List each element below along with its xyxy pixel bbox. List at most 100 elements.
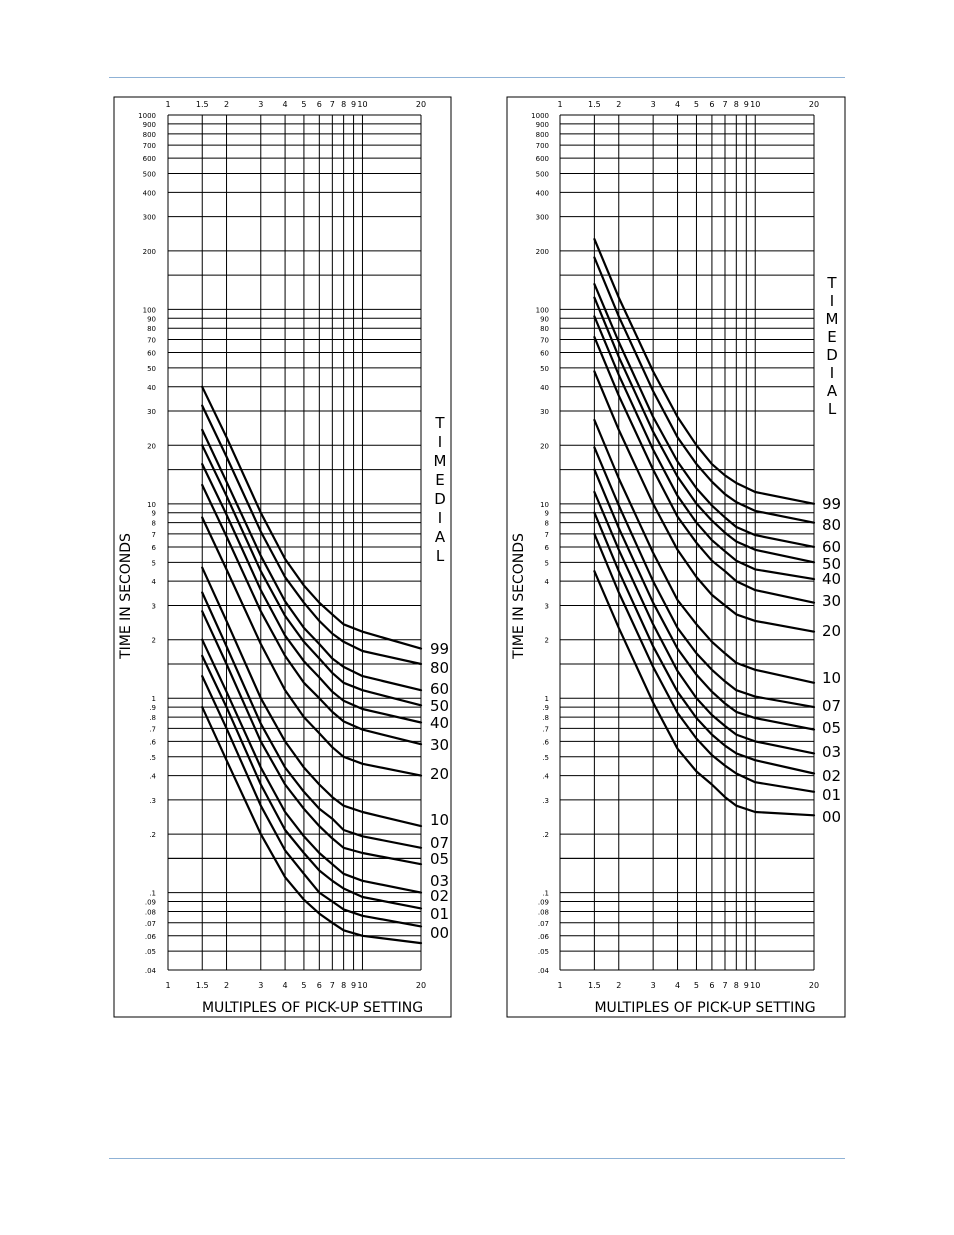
y-tick-label: 200	[143, 248, 156, 256]
y-tick-label: 7	[545, 531, 549, 539]
y-tick-label: .3	[542, 797, 549, 805]
x-tick-label-top: 6	[709, 100, 714, 109]
x-tick-label-top: 9	[744, 100, 749, 109]
y-tick-label: 10	[540, 501, 549, 509]
series-label-50: 50	[822, 555, 841, 573]
y-tick-label: 200	[536, 248, 549, 256]
y-tick-label: 20	[147, 442, 156, 450]
y-tick-label: .04	[538, 967, 550, 975]
y-tick-label: 8	[545, 520, 549, 528]
y-tick-label: .8	[542, 714, 549, 722]
legend-title-letter: I	[830, 292, 834, 310]
series-label-07: 07	[822, 697, 841, 715]
x-tick-label-top: 1	[165, 100, 170, 109]
y-tick-label: .09	[145, 899, 156, 907]
x-tick-label-top: 7	[330, 100, 335, 109]
curve-timedial-03	[593, 490, 816, 755]
x-tick-label-top: 9	[351, 100, 356, 109]
x-tick-label-bottom: 20	[416, 981, 426, 990]
x-tick-label-bottom: 9	[351, 981, 356, 990]
x-gridlines	[167, 115, 422, 970]
series-label-01: 01	[822, 786, 841, 804]
y-tick-label: 8	[152, 520, 156, 528]
y-tick-label: 40	[540, 384, 549, 392]
legend-title-letter: I	[438, 433, 442, 451]
series-label-50: 50	[430, 697, 449, 715]
series-label-20: 20	[822, 622, 841, 640]
x-tick-label-top: 8	[341, 100, 346, 109]
y-tick-label: 500	[143, 171, 156, 179]
legend-title-letter: E	[435, 471, 444, 489]
y-tick-label: .8	[149, 714, 156, 722]
legend-title-letter: A	[435, 528, 446, 546]
y-tick-label: .06	[145, 933, 157, 941]
y-tick-label: 500	[536, 171, 549, 179]
y-tick-label: .05	[538, 948, 549, 956]
curves	[593, 238, 816, 817]
y-tick-label: .2	[149, 831, 156, 839]
y-tick-label: .9	[542, 704, 549, 712]
y-tick-label: .08	[538, 908, 549, 916]
y-tick-label: .07	[145, 920, 156, 928]
series-label-30: 30	[430, 736, 449, 754]
y-tick-label: .06	[538, 933, 550, 941]
y-tick-label: 9	[152, 510, 156, 518]
curve-timedial-60	[201, 428, 423, 692]
series-label-40: 40	[822, 570, 841, 588]
curve-timedial-50	[593, 296, 816, 564]
curve-timedial-10	[201, 566, 423, 828]
legend-title-letter: L	[828, 400, 837, 418]
x-tick-label-top: 10	[357, 100, 367, 109]
y-tick-label: 20	[540, 442, 549, 450]
curve-timedial-99	[201, 385, 423, 650]
x-tick-label-top: 2	[616, 100, 621, 109]
series-label-40: 40	[430, 714, 449, 732]
curve-timedial-02	[201, 654, 423, 910]
legend-title-letter: T	[826, 274, 837, 292]
x-tick-label-top: 20	[809, 100, 819, 109]
y-tick-label: 70	[540, 337, 549, 345]
y-tick-label: 6	[152, 544, 157, 552]
y-tick-label: 700	[143, 142, 156, 150]
curve-timedial-10	[593, 418, 816, 684]
y-tick-label: 30	[540, 408, 549, 416]
header-rule	[109, 77, 845, 78]
y-axis-label: TIME IN SECONDS	[118, 533, 134, 660]
series-label-03: 03	[822, 743, 841, 761]
y-tick-label: 50	[147, 365, 156, 373]
y-tick-label: .7	[149, 725, 156, 733]
y-tick-label: .4	[149, 773, 156, 781]
x-tick-label-bottom: 5	[301, 981, 306, 990]
x-tick-label-bottom: 2	[224, 981, 229, 990]
x-tick-label-top: 6	[317, 100, 322, 109]
y-tick-label: .07	[538, 920, 549, 928]
y-tick-label: 900	[143, 121, 156, 129]
curve-timedial-05	[593, 468, 816, 731]
curve-timedial-20	[593, 370, 816, 633]
legend-title-letter: A	[827, 382, 838, 400]
y-tick-label: .6	[149, 738, 156, 746]
y-tick-label: 1000	[531, 112, 549, 120]
y-tick-label: 1000	[138, 112, 156, 120]
y-tick-label: .08	[145, 908, 156, 916]
y-tick-label: .3	[149, 797, 156, 805]
curve-timedial-02	[593, 511, 816, 775]
curve-timedial-00	[201, 706, 423, 945]
x-tick-label-bottom: 8	[341, 981, 346, 990]
x-tick-label-top: 4	[675, 100, 680, 109]
y-tick-label: 600	[536, 155, 549, 163]
y-tick-label: 70	[147, 337, 156, 345]
y-tick-label: 3	[545, 602, 549, 610]
x-tick-label-bottom: 10	[357, 981, 367, 990]
curve-timedial-03	[201, 638, 423, 894]
y-tick-label: 300	[536, 214, 549, 222]
curve-timedial-07	[201, 591, 423, 849]
curve-timedial-80	[201, 404, 423, 666]
y-tick-label: 3	[152, 602, 156, 610]
curve-timedial-01	[201, 675, 423, 928]
chart-frame	[506, 96, 846, 1018]
series-label-60: 60	[430, 680, 449, 698]
series-label-20: 20	[430, 765, 449, 783]
